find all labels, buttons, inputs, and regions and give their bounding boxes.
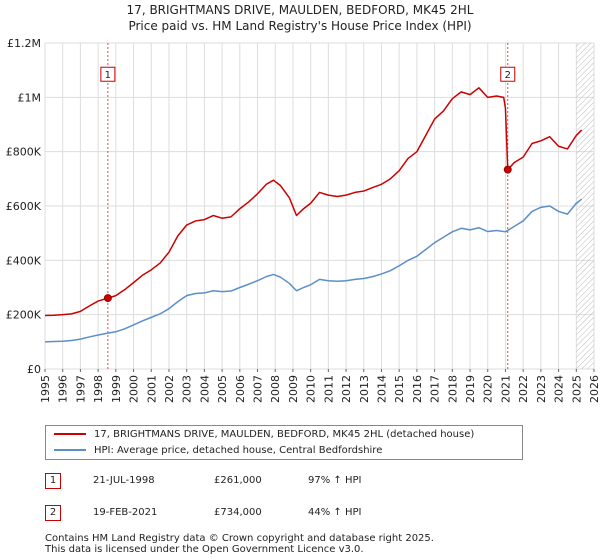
transaction-point	[103, 294, 112, 303]
transaction-number-badge: 1	[45, 473, 61, 489]
y-tick-label: £600K	[6, 200, 42, 213]
y-tick-label: £800K	[6, 146, 42, 159]
x-tick-label: 2011	[322, 375, 335, 403]
x-tick-label: 1999	[110, 375, 123, 403]
x-tick-label: 2019	[464, 375, 477, 403]
x-tick-label: 2018	[446, 375, 459, 403]
transaction-marker-box	[100, 66, 116, 82]
y-tick-label: £1.2M	[7, 37, 41, 50]
x-tick-label: 2012	[340, 375, 353, 403]
x-tick-label: 2024	[553, 375, 566, 403]
x-tick-label: 2017	[429, 375, 442, 403]
transaction-date: 21-JUL-1998	[93, 475, 155, 486]
series-line-hpi	[44, 198, 583, 343]
x-tick-label: 2022	[517, 375, 530, 403]
x-tick-label: 2004	[198, 375, 211, 403]
x-tick-label: 2001	[145, 375, 158, 403]
transaction-point	[503, 165, 512, 174]
x-tick-label: 2013	[358, 375, 371, 403]
transaction-marker-box	[500, 66, 516, 82]
y-tick-label: £1M	[18, 91, 42, 104]
transaction-date: 19-FEB-2021	[93, 507, 158, 518]
legend-label-hpi: HPI: Average price, detached house, Cent…	[94, 445, 383, 456]
x-tick-label: 1996	[57, 375, 70, 403]
chart-subtitle: Price paid vs. HM Land Registry's House …	[128, 19, 472, 33]
footer: Contains HM Land Registry data © Crown c…	[45, 533, 595, 555]
x-tick-label: 2020	[482, 375, 495, 403]
footer-copyright: Contains HM Land Registry data © Crown c…	[45, 533, 434, 544]
x-tick-label: 1998	[92, 375, 105, 403]
chart: 1 2 £0 £200K £400K £600K £800K £1M £1.2M 1995 19…	[6, 37, 600, 403]
transaction-hpi-change: 97% ↑ HPI	[308, 475, 362, 486]
x-tick-label: 2021	[499, 375, 512, 403]
x-tick-label: 2025	[570, 375, 583, 403]
transaction-number-badge: 2	[45, 505, 61, 521]
footer-licence: This data is licensed under the Open Gov…	[45, 544, 364, 555]
legend-item-property: 17, BRIGHTMANS DRIVE, MAULDEN, BEDFORD, …	[54, 427, 474, 443]
x-tick-label: 2010	[305, 375, 318, 403]
x-tick-label: 1997	[74, 375, 87, 403]
legend-label-property: 17, BRIGHTMANS DRIVE, MAULDEN, BEDFORD, …	[94, 429, 475, 440]
transaction-marker-label: 2	[505, 70, 511, 81]
transaction-price: £261,000	[214, 475, 262, 486]
x-tick-label: 1995	[39, 375, 52, 403]
chart-title: 17, BRIGHTMANS DRIVE, MAULDEN, BEDFORD, …	[126, 3, 474, 17]
transaction-hpi-change: 44% ↑ HPI	[308, 507, 362, 518]
legend-swatch-hpi	[54, 449, 86, 451]
y-tick-label: £200K	[6, 309, 42, 322]
x-tick-label: 2007	[252, 375, 265, 403]
x-tick-label: 2008	[269, 375, 282, 403]
transaction-price: £734,000	[214, 507, 262, 518]
x-tick-label: 2000	[128, 375, 141, 403]
x-tick-label: 2005	[216, 375, 229, 403]
legend-swatch-property	[54, 433, 86, 435]
chart-title-block: 17, BRIGHTMANS DRIVE, MAULDEN, BEDFORD, …	[0, 2, 600, 34]
series-line-property	[44, 87, 583, 317]
legend: 17, BRIGHTMANS DRIVE, MAULDEN, BEDFORD, …	[45, 425, 523, 460]
y-tick-label: £0	[27, 363, 41, 376]
x-tick-label: 2003	[181, 375, 194, 403]
x-tick-label: 2015	[393, 375, 406, 403]
x-tick-label: 2023	[535, 375, 548, 403]
x-tick-label: 2016	[411, 375, 424, 403]
forecast-hatch	[576, 43, 594, 369]
x-tick-label: 2006	[234, 375, 247, 403]
x-tick-label: 2014	[375, 375, 388, 403]
legend-item-hpi: HPI: Average price, detached house, Cent…	[54, 443, 382, 459]
y-tick-label: £400K	[6, 254, 42, 267]
x-tick-label: 2009	[287, 375, 300, 403]
x-tick-label: 2002	[163, 375, 176, 403]
transaction-marker-label: 1	[105, 70, 111, 81]
x-tick-label: 2026	[588, 375, 600, 403]
